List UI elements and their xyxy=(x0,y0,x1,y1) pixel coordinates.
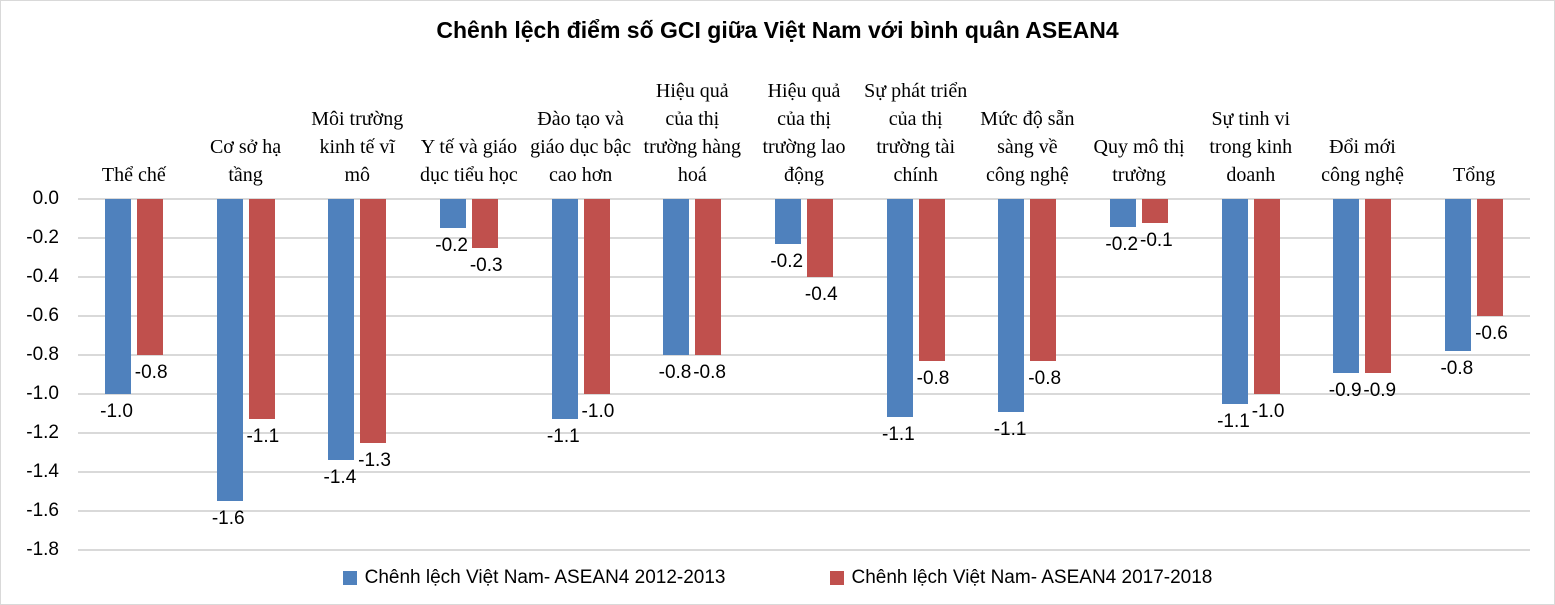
bar-data-label: -0.8 xyxy=(658,362,692,383)
bar-series2-cat1 xyxy=(136,199,163,355)
bar-data-label: -1.0 xyxy=(581,401,615,422)
category-label: Tổng xyxy=(1453,164,1496,186)
bar-data-label: -1.1 xyxy=(246,426,280,448)
bar-series2-cat7 xyxy=(807,199,833,277)
category-label: Hiệu quả của thị trường lao động xyxy=(762,80,846,186)
legend-label: Chênh lệch Việt Nam- ASEAN4 2017-2018 xyxy=(851,567,1213,588)
bar-series2-cat13 xyxy=(1477,199,1504,316)
legend-swatch-icon xyxy=(342,571,357,585)
bar-series1-cat7 xyxy=(775,199,801,244)
bar-series2-cat12 xyxy=(1365,199,1392,373)
bar-data-label: -1.4 xyxy=(323,467,357,489)
category-label: Sự phát triển của thị trường tài chính xyxy=(864,80,968,186)
bar-data-label: -0.6 xyxy=(1475,323,1508,344)
gridline xyxy=(78,354,1530,356)
bar-data-label: -1.0 xyxy=(100,401,133,422)
bar-data-label: -0.1 xyxy=(1139,230,1173,252)
bar-data-label: -0.9 xyxy=(1328,379,1362,401)
bar-series2-cat4 xyxy=(471,199,498,248)
y-axis-tick-label: -0.2 xyxy=(26,227,59,248)
y-axis-tick-label: 0.0 xyxy=(32,188,59,209)
bar-series2-cat11 xyxy=(1253,199,1280,394)
gridline xyxy=(78,393,1530,395)
bar-data-label: -1.1 xyxy=(882,424,915,446)
legend-item-series1: Chênh lệch Việt Nam- ASEAN4 2012-2013 xyxy=(342,567,726,589)
y-axis-tick-label: -1.8 xyxy=(26,539,59,560)
category-label: Quy mô thị trường xyxy=(1093,136,1185,186)
chart-legend: Chênh lệch Việt Nam- ASEAN4 2012-2013 Chê… xyxy=(1,567,1554,589)
y-axis-tick-label: -0.8 xyxy=(26,344,59,365)
bar-data-label: -1.3 xyxy=(358,449,391,471)
legend-swatch-icon xyxy=(829,571,844,585)
category-label: Môi trường kinh tế vĩ mô xyxy=(311,108,404,186)
category-label: Thể chế xyxy=(101,164,166,186)
bar-data-label: -0.8 xyxy=(916,367,950,389)
gridline xyxy=(78,510,1530,512)
bar-series1-cat4 xyxy=(439,199,466,229)
bar-data-label: -1.6 xyxy=(211,508,245,530)
bar-series1-cat11 xyxy=(1221,199,1248,404)
bar-data-label: -0.8 xyxy=(134,362,168,383)
gridline xyxy=(78,549,1530,551)
y-axis-tick-label: -1.2 xyxy=(26,422,59,443)
bar-series2-cat2 xyxy=(248,199,275,420)
bar-data-label: -1.1 xyxy=(1217,410,1250,432)
gridline xyxy=(78,315,1530,317)
y-axis-tick-label: -0.4 xyxy=(26,266,59,287)
gridline xyxy=(78,276,1530,278)
bar-series1-cat6 xyxy=(663,199,690,355)
chart-title: Chênh lệch điểm số GCI giữa Việt Nam với… xyxy=(436,17,1119,43)
gridline xyxy=(78,432,1530,434)
category-label: Đổi mới công nghệ xyxy=(1321,136,1404,186)
category-label: Mức độ sẵn sàng về công nghệ xyxy=(980,108,1075,186)
bar-data-label: -1.1 xyxy=(546,426,580,448)
bar-data-label: -0.2 xyxy=(770,250,804,272)
category-label: Đào tạo và giáo dục bậc cao hơn xyxy=(530,108,632,186)
bar-data-label: -0.3 xyxy=(469,254,503,276)
gridline xyxy=(78,198,1530,200)
bar-series2-cat8 xyxy=(918,199,945,361)
bar-series1-cat5 xyxy=(551,199,578,420)
bar-series1-cat3 xyxy=(328,199,355,461)
y-axis-tick-label: -1.4 xyxy=(26,461,59,482)
y-axis-tick-label: -1.0 xyxy=(26,383,59,404)
legend-label: Chênh lệch Việt Nam- ASEAN4 2012-2013 xyxy=(364,567,726,588)
bar-data-label: -0.2 xyxy=(1105,234,1139,256)
category-label: Sự tinh vi trong kinh doanh xyxy=(1209,108,1293,186)
y-axis-tick-label: -1.6 xyxy=(26,500,59,521)
bar-data-label: -0.8 xyxy=(1028,367,1062,389)
bar-series1-cat10 xyxy=(1110,199,1137,228)
legend-item-series2: Chênh lệch Việt Nam- ASEAN4 2017-2018 xyxy=(829,567,1213,589)
gridline xyxy=(78,471,1530,473)
bar-series1-cat8 xyxy=(886,199,913,418)
category-label: Hiệu quả của thị trường hàng hoá xyxy=(643,80,742,186)
bar-data-label: -1.0 xyxy=(1251,401,1285,422)
gridline xyxy=(78,237,1530,239)
bar-series2-cat9 xyxy=(1030,199,1057,361)
bar-data-label: -0.2 xyxy=(435,235,468,257)
bar-series2-cat3 xyxy=(360,199,387,443)
bar-series1-cat9 xyxy=(998,199,1025,412)
bar-series2-cat5 xyxy=(583,199,610,394)
category-label: Y tế và giáo dục tiểu học xyxy=(420,136,518,186)
bar-data-label: -0.9 xyxy=(1363,379,1397,401)
y-axis-tick-label: -0.6 xyxy=(26,305,59,326)
bar-series2-cat6 xyxy=(695,199,722,355)
bar-data-label: -0.8 xyxy=(1440,358,1474,380)
bar-data-label: -0.4 xyxy=(804,284,838,305)
bar-series1-cat12 xyxy=(1333,199,1360,373)
bar-data-label: -1.1 xyxy=(993,418,1027,440)
bar-series2-cat10 xyxy=(1142,199,1169,224)
bar-series1-cat2 xyxy=(216,199,243,502)
bar-series1-cat13 xyxy=(1445,199,1472,352)
bar-series1-cat1 xyxy=(104,199,131,394)
category-label: Cơ sở hạ tầng xyxy=(209,136,282,186)
bar-data-label: -0.8 xyxy=(693,362,726,383)
